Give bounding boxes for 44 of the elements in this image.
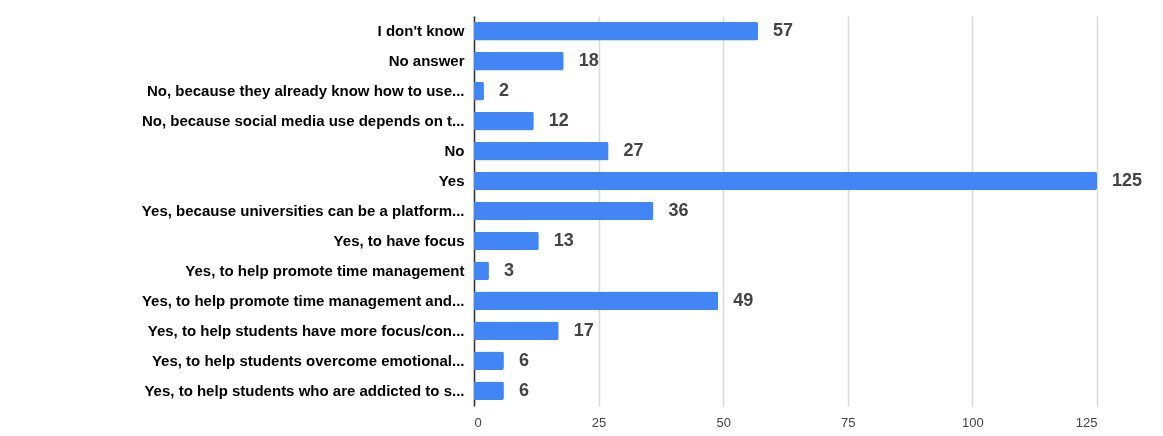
y-tick-label: Yes, to help students have more focus/con... xyxy=(147,321,465,339)
y-tick-label: Yes, because universities can be a platform... xyxy=(141,202,465,219)
bar xyxy=(474,291,719,311)
bar xyxy=(474,111,534,131)
y-tick-label: Yes, to help promote time management and... xyxy=(141,291,465,309)
y-tick-label: I don't know xyxy=(377,22,465,40)
bar xyxy=(474,321,559,341)
x-tick-label: 0 xyxy=(474,414,482,430)
x-tick-label: 125 xyxy=(1075,414,1098,430)
data-label: 36 xyxy=(668,200,689,220)
y-tick-label: Yes, to have focus xyxy=(333,231,465,249)
y-tick-label: No, because social media use depends on t... xyxy=(141,112,465,130)
data-label: 17 xyxy=(573,319,594,340)
data-label: 18 xyxy=(578,50,599,71)
data-label: 13 xyxy=(553,229,574,250)
data-label: 6 xyxy=(518,349,529,370)
data-label: 2 xyxy=(498,80,509,101)
bar xyxy=(474,351,504,371)
bar xyxy=(474,261,489,281)
x-tick-label: 75 xyxy=(841,414,856,430)
y-tick-label: Yes, to help students overcome emotional... xyxy=(151,351,465,369)
y-tick-label: Yes, to help students who are addicted to s... xyxy=(144,381,465,399)
bar xyxy=(474,201,654,221)
x-tick-label: 50 xyxy=(716,414,731,430)
bar xyxy=(474,51,564,71)
data-label: 125 xyxy=(1112,170,1143,191)
y-tick-label: Yes, to help promote time management xyxy=(185,261,465,279)
data-label: 3 xyxy=(503,259,514,280)
y-tick-label: Yes xyxy=(438,172,465,190)
data-label: 27 xyxy=(623,140,644,161)
x-tick-label: 100 xyxy=(962,414,984,430)
x-tick-label: 25 xyxy=(591,414,607,430)
bar xyxy=(474,171,1097,191)
data-label: 57 xyxy=(773,20,794,41)
y-tick-label: No, because they already know how to use... xyxy=(146,82,465,100)
bar xyxy=(474,381,504,401)
data-label: 6 xyxy=(518,379,529,400)
bar xyxy=(474,231,539,251)
data-label: 12 xyxy=(548,110,569,131)
bar xyxy=(474,21,759,41)
bar xyxy=(474,141,609,161)
y-tick-label: No answer xyxy=(388,52,465,70)
y-tick-label: No xyxy=(444,142,465,160)
data-label: 49 xyxy=(733,289,754,310)
